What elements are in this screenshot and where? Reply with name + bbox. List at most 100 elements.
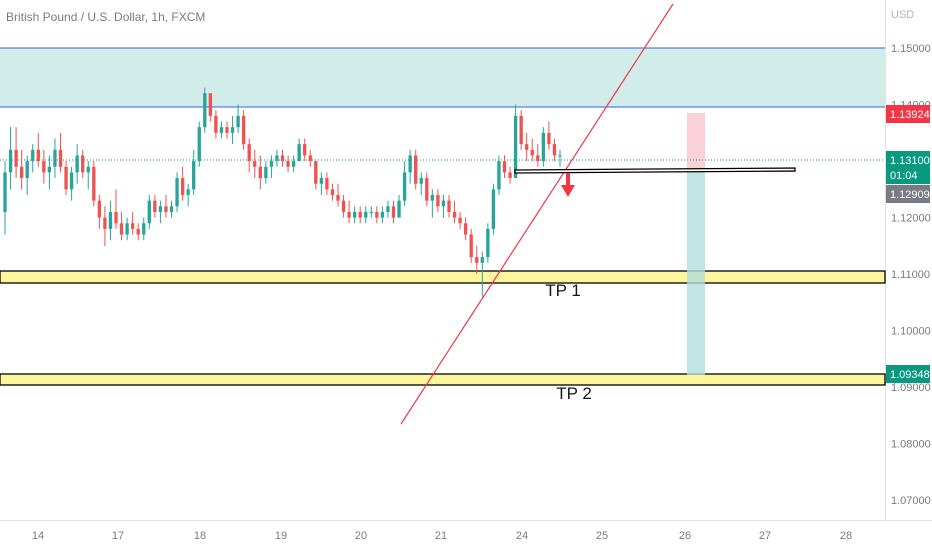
candle <box>308 149 312 167</box>
candle-body <box>186 189 190 195</box>
candle <box>364 206 368 224</box>
price-tick-1.09000: 1.09000 <box>891 382 931 394</box>
candle <box>519 110 523 150</box>
candle-body <box>97 200 102 218</box>
time-tick-14: 14 <box>32 530 44 542</box>
candles-layer <box>3 87 562 297</box>
candle-body <box>402 172 407 201</box>
symbol-title: British Pound / U.S. Dollar, 1h, FXCM <box>6 10 205 24</box>
candle-body <box>297 144 301 162</box>
candle <box>475 245 479 275</box>
candle-body <box>86 166 90 173</box>
candle <box>14 127 18 179</box>
candle-body <box>325 178 329 190</box>
candle-body <box>419 178 423 184</box>
candle-body <box>75 155 79 173</box>
candle <box>425 172 429 207</box>
svg-text:1.13924: 1.13924 <box>890 109 930 121</box>
candle-body <box>275 155 279 162</box>
candle <box>214 110 218 139</box>
candle <box>547 121 551 150</box>
time-tick-26: 26 <box>679 530 691 542</box>
candle <box>175 172 179 212</box>
candle-body <box>142 223 146 235</box>
candle <box>197 121 201 167</box>
candle <box>336 183 340 207</box>
price-tick-1.08000: 1.08000 <box>891 439 931 451</box>
candle-body <box>397 200 401 218</box>
candle <box>225 121 229 139</box>
candle <box>58 132 63 173</box>
candle <box>219 121 224 139</box>
candle-body <box>136 228 140 235</box>
candle-body <box>364 211 368 218</box>
candle-body <box>513 115 518 179</box>
candle <box>236 104 240 133</box>
candle <box>486 223 490 263</box>
candle-body <box>192 161 196 190</box>
candle-body <box>158 206 163 212</box>
candle-body <box>291 161 296 167</box>
candle <box>441 195 446 218</box>
candle <box>303 138 307 162</box>
entry-line[interactable] <box>514 167 796 174</box>
candle <box>508 166 512 184</box>
candle <box>42 149 46 184</box>
candle-body <box>391 206 396 218</box>
countdown-label: 01:04 <box>890 170 918 182</box>
candle <box>25 155 29 195</box>
candle <box>31 144 35 173</box>
candle <box>419 172 423 195</box>
resistance-zone[interactable] <box>0 48 885 107</box>
candle <box>86 161 90 190</box>
reward-box[interactable] <box>687 172 705 375</box>
candle-body <box>42 161 46 173</box>
tp2-label: TP 2 <box>556 384 592 403</box>
candle-body <box>386 206 390 212</box>
candle-body <box>153 200 157 212</box>
candle-body <box>486 228 490 258</box>
candle-body <box>175 178 179 207</box>
price-tick-1.12000: 1.12000 <box>891 213 931 225</box>
candle <box>180 166 185 201</box>
target-price-badge: 1.09348 <box>886 365 930 383</box>
candle-body <box>352 211 357 218</box>
candle <box>325 172 329 195</box>
candle <box>380 206 385 224</box>
price-tick-1.07000: 1.07000 <box>891 495 931 507</box>
candle <box>75 144 79 184</box>
tp1-label: TP 1 <box>545 281 581 300</box>
trendline[interactable] <box>400 3 674 425</box>
candle-body <box>530 149 534 156</box>
candle <box>97 195 102 229</box>
candle <box>3 161 7 235</box>
candle <box>147 195 151 229</box>
risk-box[interactable] <box>687 113 705 172</box>
candle <box>8 127 13 190</box>
candle-body <box>214 115 218 133</box>
candle <box>497 155 501 195</box>
candle <box>397 195 401 218</box>
candle-body <box>458 217 462 224</box>
candle-body <box>230 127 235 133</box>
tp2-band[interactable] <box>0 373 886 386</box>
candle <box>480 251 484 297</box>
candle-body <box>169 206 174 212</box>
candle <box>269 155 274 179</box>
candle-body <box>108 211 113 229</box>
tp1-band[interactable] <box>0 270 886 284</box>
candle <box>452 200 457 224</box>
candle-body <box>36 149 40 162</box>
candle <box>69 166 74 201</box>
candle-body <box>19 166 24 179</box>
candle <box>186 183 190 207</box>
candle-body <box>236 115 240 128</box>
candle <box>314 161 318 190</box>
candle <box>36 132 40 167</box>
candle <box>253 149 257 179</box>
candle <box>264 161 268 184</box>
candle-body <box>81 155 85 173</box>
time-tick-25: 25 <box>596 530 608 542</box>
